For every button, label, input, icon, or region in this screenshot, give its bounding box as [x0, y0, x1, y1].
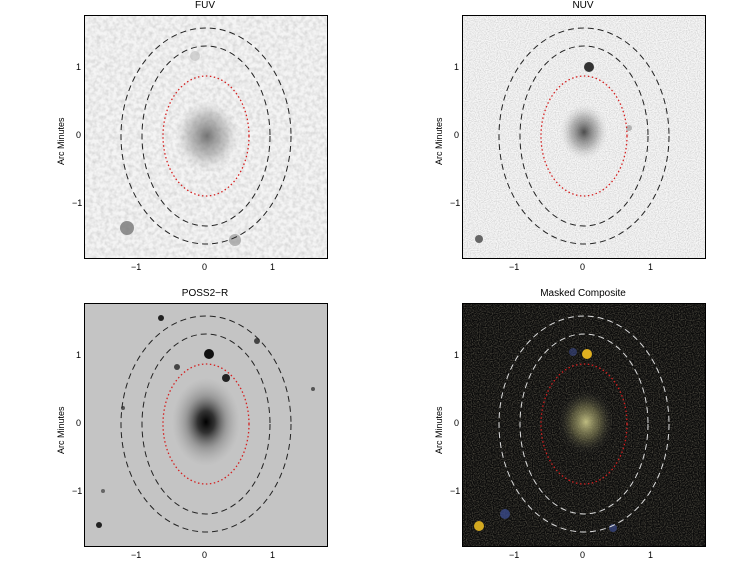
y-axis-label: Arc Minutes — [56, 117, 66, 165]
x-tick: 0 — [202, 550, 208, 560]
x-tick: −1 — [509, 262, 520, 272]
fuv-image — [84, 15, 328, 259]
y-tick: 1 — [454, 350, 460, 360]
y-tick: −1 — [72, 198, 83, 208]
x-tick: −1 — [509, 550, 520, 560]
x-tick: 0 — [202, 262, 208, 272]
panel-title: FUV — [195, 0, 215, 11]
y-axis-label: Arc Minutes — [434, 406, 444, 454]
x-tick: 0 — [580, 550, 586, 560]
poss2r-image — [84, 303, 328, 547]
x-tick: 1 — [648, 262, 654, 272]
x-tick: −1 — [131, 550, 142, 560]
panel-title: Masked Composite — [540, 288, 626, 299]
x-tick: 1 — [270, 550, 276, 560]
x-tick: 1 — [270, 262, 276, 272]
panel-title: NUV — [572, 0, 594, 11]
x-tick: 1 — [648, 550, 654, 560]
y-tick: 0 — [454, 418, 460, 428]
y-tick: 0 — [76, 130, 82, 140]
y-tick: 1 — [454, 62, 460, 72]
y-axis-label: Arc Minutes — [434, 117, 444, 165]
x-tick: 0 — [580, 262, 586, 272]
panel-title: POSS2−R — [181, 288, 229, 299]
composite-image — [462, 303, 706, 547]
x-tick: −1 — [131, 262, 142, 272]
y-tick: 0 — [454, 130, 460, 140]
y-tick: 1 — [76, 62, 82, 72]
y-tick: −1 — [72, 486, 83, 496]
y-tick: 1 — [76, 350, 82, 360]
y-tick: −1 — [450, 486, 461, 496]
y-tick: 0 — [76, 418, 82, 428]
nuv-image — [462, 15, 706, 259]
y-axis-label: Arc Minutes — [56, 406, 66, 454]
y-tick: −1 — [450, 198, 461, 208]
